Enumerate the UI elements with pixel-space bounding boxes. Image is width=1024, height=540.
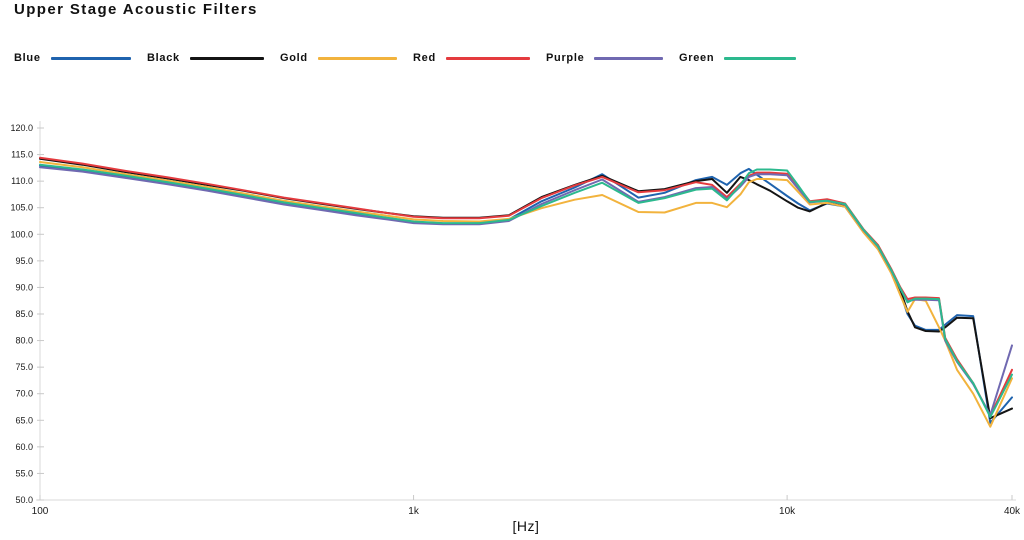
- y-tick-label: 80.0: [15, 336, 33, 346]
- series-line-black: [39, 157, 1013, 420]
- legend-item-green: Green: [679, 52, 812, 64]
- x-tick-label: 40k: [1004, 506, 1021, 517]
- y-tick-label: 85.0: [15, 309, 33, 319]
- legend-swatch-black: [189, 56, 264, 60]
- y-tick-label: 50.0: [15, 495, 33, 505]
- y-tick-label: 100.0: [10, 229, 33, 239]
- legend-item-red: Red: [413, 52, 546, 64]
- y-tick-label: 110.0: [11, 176, 33, 186]
- series-line-green: [39, 163, 1013, 419]
- y-tick-label: 115.0: [11, 150, 33, 160]
- series-line-gold: [39, 161, 1013, 428]
- legend-item-blue: Blue: [14, 52, 147, 64]
- x-axis-label: [Hz]: [512, 518, 540, 534]
- legend-item-black: Black: [147, 52, 280, 64]
- legend-item-purple: Purple: [546, 52, 679, 64]
- series-line-red: [39, 156, 1013, 417]
- y-tick-label: 120.0: [10, 123, 33, 133]
- legend-label-gold: Gold: [280, 52, 308, 64]
- y-tick-label: 105.0: [10, 203, 33, 213]
- series-line-purple: [39, 166, 1013, 416]
- y-tick-label: 60.0: [15, 442, 33, 452]
- y-tick-label: 90.0: [15, 282, 33, 292]
- legend-swatch-gold: [317, 56, 397, 60]
- chart-title: Upper Stage Acoustic Filters: [14, 1, 258, 18]
- legend-item-gold: Gold: [280, 52, 413, 64]
- x-tick-label: 10k: [779, 506, 796, 517]
- legend: Blue Black Gold Red Purple Green: [14, 50, 814, 66]
- y-tick-label: 75.0: [15, 362, 33, 372]
- y-tick-label: 65.0: [15, 415, 33, 425]
- y-tick-label: 55.0: [15, 468, 33, 478]
- legend-label-purple: Purple: [546, 52, 585, 64]
- y-tick-label: 95.0: [15, 256, 33, 266]
- y-tick-label: 70.0: [15, 389, 33, 399]
- legend-label-black: Black: [147, 52, 180, 64]
- legend-label-red: Red: [413, 52, 436, 64]
- legend-swatch-purple: [594, 56, 663, 60]
- x-tick-label: 1k: [408, 506, 420, 517]
- legend-label-blue: Blue: [14, 52, 41, 64]
- legend-swatch-blue: [50, 56, 131, 60]
- series-line-blue: [39, 164, 1013, 424]
- legend-label-green: Green: [679, 52, 715, 64]
- legend-swatch-green: [724, 56, 796, 60]
- legend-swatch-red: [445, 56, 530, 60]
- x-tick-label: 100: [32, 506, 49, 517]
